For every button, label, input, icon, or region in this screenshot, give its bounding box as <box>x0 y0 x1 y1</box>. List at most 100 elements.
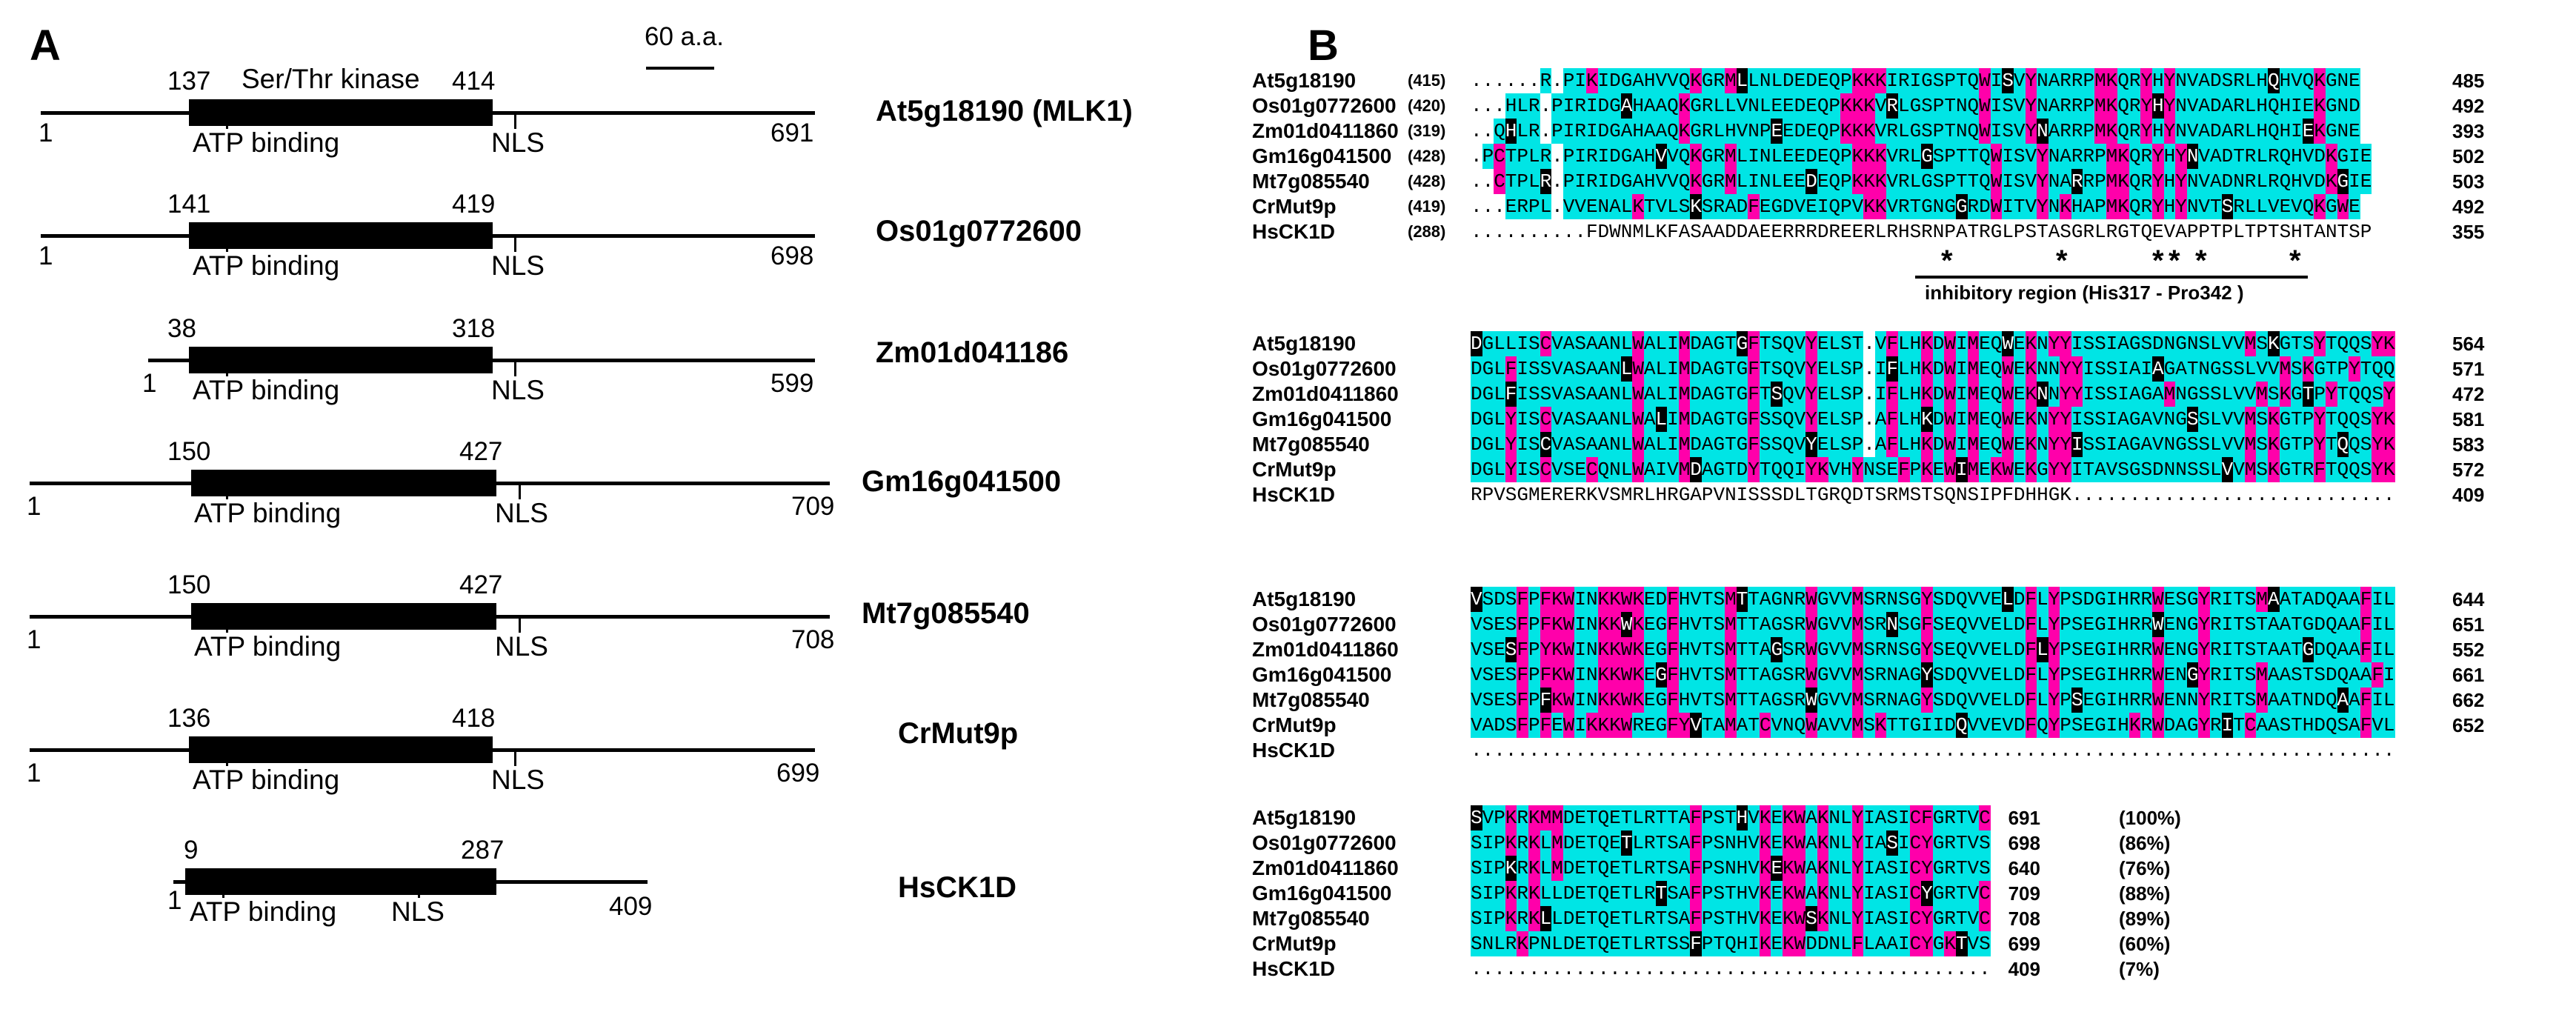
alignment-row-name: Gm16g041500 <box>1252 882 1392 905</box>
atp-site-mark <box>226 751 228 766</box>
alignment-row-name: Os01g0772600 <box>1252 613 1397 636</box>
alignment-sequence: SIPKRKLLDETQETLRTSAFPSTHVKEKWAKNLYIASICY… <box>1471 881 1991 906</box>
protein-length: 698 <box>771 242 814 270</box>
kinase-start: 141 <box>167 190 211 219</box>
nls-label: NLS <box>491 250 545 281</box>
alignment-sequence: ..QHLR.PIRIDGAHAAQKGRLHVNPEEDEQPKKKVRLGS… <box>1471 119 2360 144</box>
protein-length: 709 <box>791 492 835 521</box>
alignment-sequence: DGLYISCVASAANLWALIMDAGTGFSSQVYELSP.AFLHK… <box>1471 432 2395 457</box>
alignment-row-end: 581 <box>2452 408 2485 430</box>
domain-title: Ser/Thr kinase <box>242 64 420 94</box>
alignment-sequence: VSESFPFKWINKKWKEGFHVTSMTTAGSRWGVVMSRNAGY… <box>1471 688 2395 713</box>
alignment-row-end: 572 <box>2452 459 2485 481</box>
alignment-row-name: Zm01d0411860 <box>1252 119 1399 142</box>
alignment-row-name: At5g18190 <box>1252 806 1357 829</box>
kinase-end: 427 <box>459 437 503 466</box>
alignment-row-end: 652 <box>2452 714 2485 736</box>
alignment-row-name: At5g18190 <box>1252 332 1357 355</box>
protein-name: Os01g0772600 <box>876 215 1082 247</box>
alignment-sequence: ........................................… <box>1471 739 2395 762</box>
alignment-row-name: Gm16g041500 <box>1252 144 1392 167</box>
alignment-sequence: DGLYISCVASAANLWALIMDAGTGFSSQVYELSP.AFLHK… <box>1471 407 2395 432</box>
inhibitory-region-bar <box>1915 276 2308 279</box>
alignment-row-start: (419) <box>1408 197 1446 216</box>
atp-binding-label: ATP binding <box>193 765 340 795</box>
alignment-row-name: Mt7g085540 <box>1252 907 1370 930</box>
alignment-sequence: ..........FDWNMLKFASAADDAEERRRDREERLRHSR… <box>1471 221 2372 243</box>
identity-percent: (7%) <box>2119 958 2160 980</box>
identity-percent: (89%) <box>2119 908 2171 930</box>
kinase-domain <box>189 222 493 249</box>
protein-name: At5g18190 (MLK1) <box>876 95 1133 127</box>
alignment-row-end: 691 <box>2008 807 2040 829</box>
kinase-start: 9 <box>184 836 199 865</box>
kinase-end: 419 <box>452 190 496 219</box>
atp-binding-label: ATP binding <box>190 896 337 927</box>
atp-site-mark <box>226 618 228 633</box>
alignment-sequence: ......R.PIKIDGAHVVQKGRMLLNLDEDEQPKKKIRIG… <box>1471 68 2360 93</box>
alignment-sequence: DGLYISCVSECQNLWAIVMDAGTDYTQQIYKVHYNSEFPK… <box>1471 457 2395 482</box>
alignment-row-name: Os01g0772600 <box>1252 831 1397 854</box>
nls-mark <box>514 362 516 376</box>
protein-length: 599 <box>771 369 814 398</box>
alignment-row-name: HsCK1D <box>1252 220 1336 243</box>
alignment-row-end: 699 <box>2008 933 2040 955</box>
alignment-row-end: 503 <box>2452 170 2485 193</box>
alignment-row-end: 583 <box>2452 433 2485 456</box>
protein-name: Zm01d041186 <box>876 336 1069 369</box>
alignment-sequence: RPVSGMERERKVSMRLHRGAPVNISSSDLTGRQDTSRMST… <box>1471 484 2395 506</box>
alignment-sequence: ........................................… <box>1471 958 1991 980</box>
kinase-end: 287 <box>461 836 505 865</box>
protein-length: 708 <box>791 625 835 654</box>
conserved-star: * <box>2056 244 2068 277</box>
alignment-row-name: Mt7g085540 <box>1252 433 1370 456</box>
protein-start: 1 <box>142 369 157 398</box>
atp-binding-label: ATP binding <box>193 127 340 158</box>
alignment-row-end: 571 <box>2452 358 2485 380</box>
scale-bar <box>646 67 714 70</box>
alignment-row-name: HsCK1D <box>1252 739 1336 762</box>
alignment-sequence: .PCTPLR.PIRIDGAHVVQKGRMLINLEEDEQPKKKVRLG… <box>1471 144 2372 169</box>
kinase-start: 38 <box>167 314 196 343</box>
conserved-star: * <box>2152 244 2164 277</box>
kinase-domain <box>189 347 493 373</box>
alignment-row-name: HsCK1D <box>1252 483 1336 506</box>
protein-name: CrMut9p <box>898 717 1019 750</box>
alignment-sequence: VSDSFPFKWINKKWKEDFHVTSMTTAGNRWGVVMSRNSGY… <box>1471 587 2395 612</box>
alignment-sequence: SIPKRKLMDETQETLRTSAFPSNHVKEKWAKNLYIASICY… <box>1471 830 1991 856</box>
identity-percent: (88%) <box>2119 882 2171 905</box>
alignment-sequence: DGLFISSVASAANLWALIMDAGTGFTSQVYELSP.IFLHK… <box>1471 382 2395 407</box>
conserved-star: * <box>2169 244 2180 277</box>
atp-site-mark <box>222 883 224 898</box>
protein-start: 1 <box>39 242 53 270</box>
protein-name: Gm16g041500 <box>862 465 1062 498</box>
nls-mark <box>519 485 521 499</box>
alignment-row-end: 409 <box>2008 958 2040 980</box>
nls-mark <box>514 114 516 129</box>
alignment-row-end: 492 <box>2452 95 2485 117</box>
alignment-sequence: VSESFPYKWINKKWKEGFHVTSMTTAGSRWGVVMSRNSGY… <box>1471 637 2395 662</box>
atp-site-mark <box>226 485 228 499</box>
identity-percent: (86%) <box>2119 832 2171 854</box>
alignment-row-name: CrMut9p <box>1252 458 1337 481</box>
nls-label: NLS <box>495 498 548 528</box>
alignment-row-end: 708 <box>2008 908 2040 930</box>
alignment-sequence: SIPKRKLLDETQETLRTSAFPSTHVKEKWSKNLYIASICY… <box>1471 906 1991 931</box>
alignment-row-end: 564 <box>2452 333 2485 355</box>
alignment-sequence: SVPKRKMMDETQETLRTTAFPSTHVKEKWAKNLYIASICF… <box>1471 805 1991 830</box>
alignment-row-end: 355 <box>2452 221 2485 243</box>
panel-a-domain-diagram: A 60 a.a. Ser/Thr kinase 137 414 1 ATP b… <box>0 0 1259 1032</box>
alignment-sequence: SNLRKPNLDETQETLRTSSFPTQHIKEKWDDNLFLAAICY… <box>1471 931 1991 956</box>
alignment-row-name: CrMut9p <box>1252 195 1337 218</box>
alignment-row-end: 485 <box>2452 70 2485 92</box>
atp-site-mark <box>226 237 228 252</box>
nls-mark <box>514 237 516 252</box>
identity-percent: (100%) <box>2119 807 2181 829</box>
alignment-row-name: Gm16g041500 <box>1252 407 1392 430</box>
kinase-domain <box>189 99 493 126</box>
nls-mark <box>418 883 420 898</box>
alignment-row-name: At5g18190 <box>1252 587 1357 610</box>
alignment-row-end: 709 <box>2008 882 2040 905</box>
kinase-end: 427 <box>459 570 503 599</box>
alignment-row-name: HsCK1D <box>1252 957 1336 980</box>
